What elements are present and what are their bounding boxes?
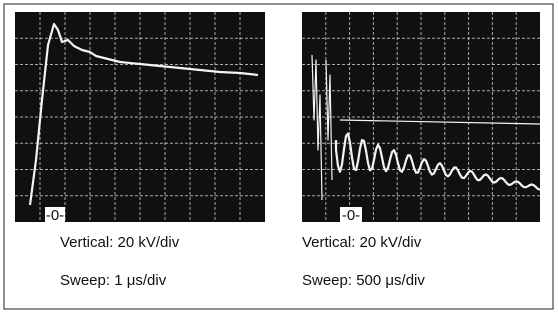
figure: -0- -0- Vertical: 20 kV/div Sweep: 1 μs/…	[0, 0, 558, 314]
sweep-scale: Sweep: 500 μs/div	[302, 272, 425, 289]
vertical-scale: Vertical: 20 kV/div	[302, 234, 422, 251]
zero-marker: -0-	[46, 207, 64, 224]
scope-screen	[302, 12, 540, 222]
vertical-scale: Vertical: 20 kV/div	[60, 234, 180, 251]
scope-screen	[15, 12, 265, 222]
sweep-scale: Sweep: 1 μs/div	[60, 272, 167, 289]
zero-marker: -0-	[342, 207, 360, 224]
